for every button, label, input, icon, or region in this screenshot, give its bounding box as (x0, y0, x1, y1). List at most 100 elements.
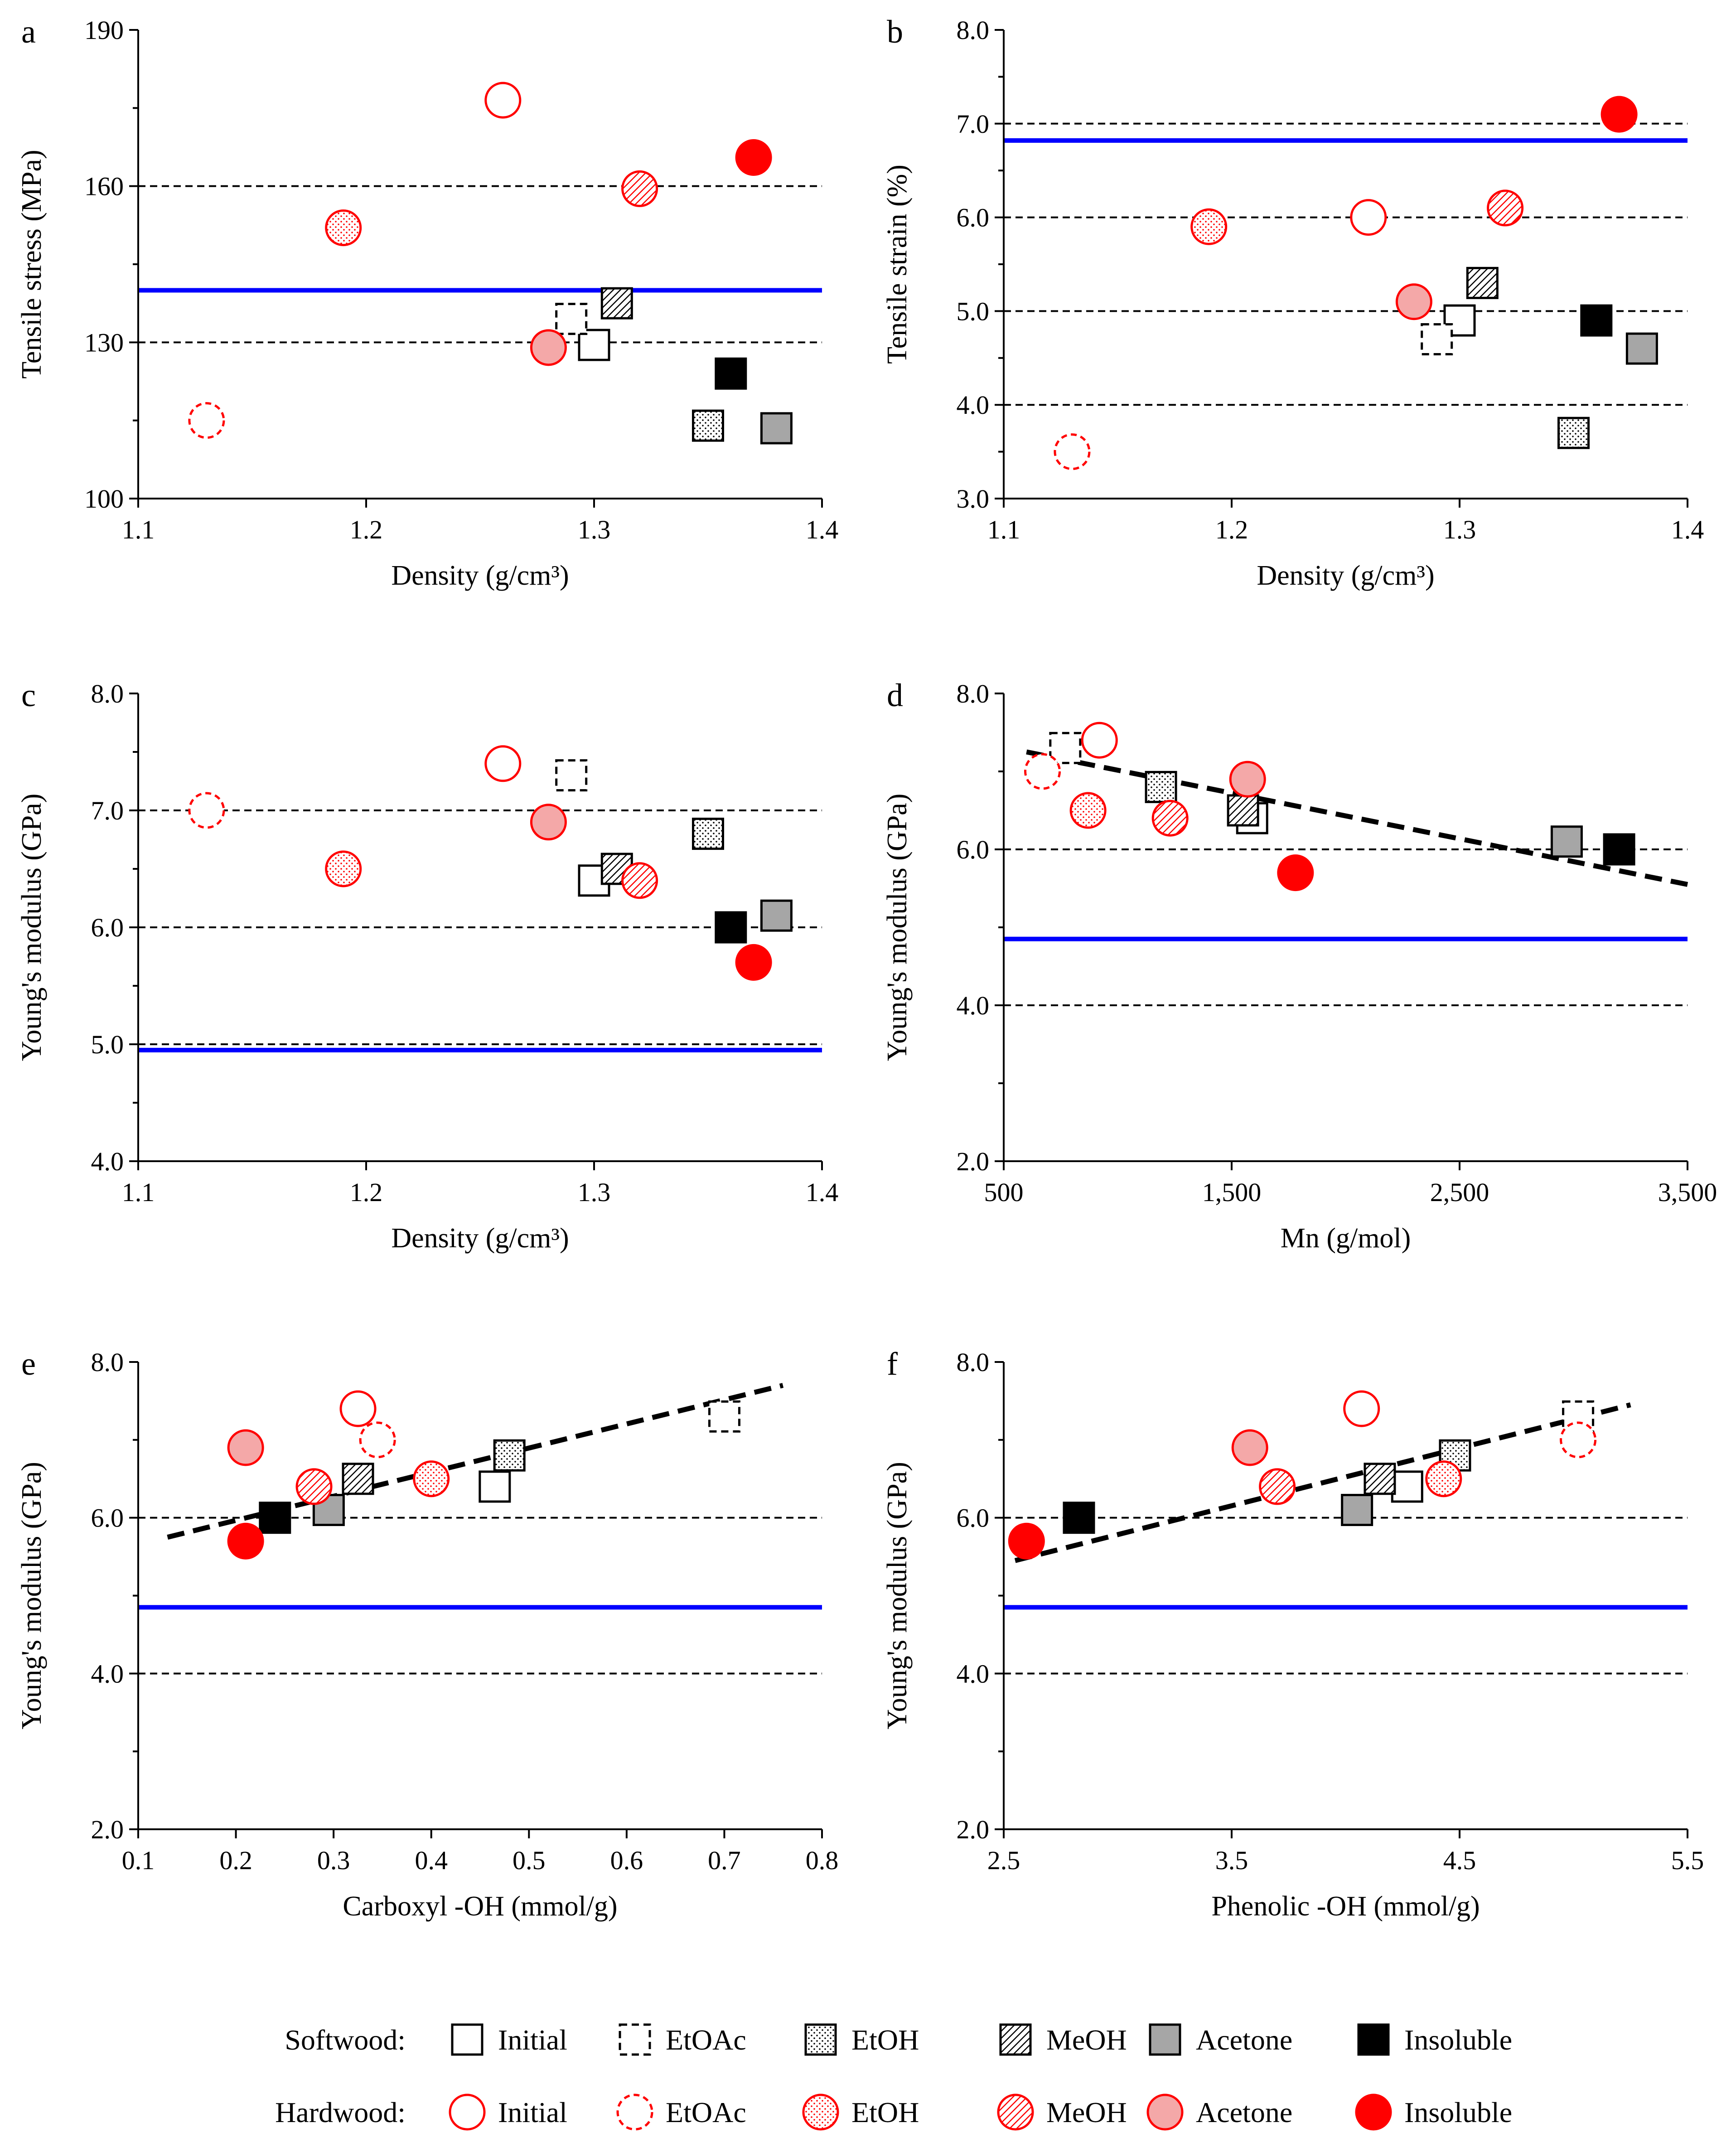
x-tick-label: 4.5 (1443, 1846, 1476, 1875)
x-tick-label: 1.1 (122, 1178, 155, 1207)
point-softwood-insoluble (1603, 833, 1635, 866)
y-tick-label: 4.0 (957, 390, 990, 420)
point-hardwood-etoac (188, 402, 225, 439)
y-tick-label: 8.0 (957, 15, 990, 45)
point-hardwood-meoh (1259, 1468, 1296, 1505)
trendline (1026, 749, 1688, 887)
point-hardwood-initial (484, 745, 522, 782)
point-softwood-etoh (692, 409, 724, 442)
point-hardwood-etoac (188, 792, 225, 829)
point-hardwood-etoh (1425, 1460, 1462, 1498)
y-tick-label: 5.0 (91, 1030, 124, 1059)
y-axis-label: Tensile stress (MPa) (16, 150, 47, 378)
legend-marker-softwood-etoac (619, 2023, 651, 2056)
y-tick-label: 6.0 (91, 913, 124, 942)
x-axis-label: Phenolic -OH (mmol/g) (1211, 1891, 1480, 1922)
x-axis-label: Carboxyl -OH (mmol/g) (343, 1891, 617, 1922)
y-tick-label: 8.0 (957, 679, 990, 708)
legend-marker-hardwood-initial (449, 2094, 486, 2131)
point-hardwood-etoh (325, 850, 362, 887)
x-tick-label: 1,500 (1202, 1178, 1262, 1207)
panel-letter-a: a (21, 14, 36, 50)
x-tick-label: 2.5 (987, 1846, 1020, 1875)
panel-letter-b: b (887, 14, 903, 50)
point-softwood-acetone (1550, 825, 1583, 858)
legend-marker-softwood-etoh (804, 2023, 837, 2056)
point-softwood-etoh (692, 818, 724, 850)
point-hardwood-meoh (1487, 189, 1524, 227)
legend-text-hardwood-etoh: EtOH (851, 2096, 919, 2128)
point-softwood-etoh (1557, 417, 1590, 449)
x-tick-label: 3.5 (1215, 1846, 1248, 1875)
y-tick-label: 6.0 (957, 835, 990, 864)
x-tick-label: 3,500 (1658, 1178, 1717, 1207)
y-tick-label: 4.0 (957, 1659, 990, 1688)
point-hardwood-meoh (621, 170, 658, 207)
point-hardwood-insoluble (735, 139, 772, 176)
panel-letter-d: d (887, 677, 903, 713)
point-hardwood-insoluble (1601, 96, 1638, 133)
legend-text-softwood-etoac: EtOAc (666, 2024, 746, 2056)
point-hardwood-acetone (1229, 761, 1266, 798)
y-axis-label: Young's modulus (GPa) (16, 794, 47, 1061)
point-hardwood-etoh (1190, 208, 1228, 245)
point-softwood-initial (479, 1470, 511, 1503)
x-tick-label: 1.2 (1215, 515, 1248, 544)
point-hardwood-initial (339, 1390, 377, 1427)
y-tick-label: 8.0 (91, 679, 124, 708)
legend-text-softwood-insoluble: Insoluble (1404, 2024, 1512, 2056)
legend-marker-hardwood-meoh (997, 2094, 1034, 2131)
x-tick-label: 1.4 (806, 1178, 839, 1207)
panel-letter-e: e (21, 1346, 36, 1382)
point-hardwood-meoh (621, 862, 658, 899)
legend-text-softwood-acetone: Acetone (1196, 2024, 1292, 2056)
point-hardwood-etoh (413, 1460, 450, 1498)
point-hardwood-insoluble (735, 944, 772, 981)
point-hardwood-etoac (1024, 753, 1061, 790)
x-axis-label: Density (g/cm³) (391, 1223, 569, 1254)
x-tick-label: 1.4 (806, 515, 839, 544)
point-hardwood-acetone (530, 804, 567, 841)
point-softwood-meoh (342, 1463, 374, 1495)
point-hardwood-etoac (1560, 1421, 1597, 1459)
y-tick-label: 4.0 (91, 1147, 124, 1176)
x-tick-label: 1.3 (1443, 515, 1476, 544)
panel-letter-f: f (887, 1346, 898, 1382)
point-hardwood-insoluble (1277, 854, 1314, 892)
legend-text-hardwood-meoh: MeOH (1046, 2096, 1127, 2128)
point-hardwood-meoh (295, 1468, 333, 1505)
chart-panel-f: 2.0 4.0 6.0 8.0 2.5 3.5 4.5 5.5 Phenolic -OH (mm… (882, 1346, 1704, 1922)
legend-marker-hardwood-acetone (1146, 2094, 1184, 2131)
point-softwood-etoac (1421, 323, 1453, 355)
y-tick-label: 6.0 (957, 203, 990, 233)
chart-panel-c: 4.0 5.0 6.0 7.0 8.0 1.1 1.2 1.3 1.4 Density (g/cm… (16, 677, 838, 1254)
chart-panel-e: 2.0 4.0 6.0 8.0 0.1 0.2 0.3 0.4 0.5 0.6 0.7 0.8 Carb… (16, 1346, 838, 1922)
point-softwood-etoac (708, 1400, 740, 1433)
point-hardwood-acetone (227, 1429, 264, 1466)
point-hardwood-insoluble (227, 1522, 264, 1560)
x-tick-label: 0.6 (610, 1846, 643, 1875)
point-hardwood-insoluble (1008, 1522, 1045, 1560)
legend: Softwood: Initial EtOAc EtOH MeOH Acetone Inso… (275, 2023, 1512, 2131)
point-hardwood-etoh (325, 209, 362, 247)
chart-panel-a: 100 130 160 190 1.1 1.2 1.3 1.4 Density (g/cm³) T… (16, 14, 838, 591)
point-softwood-meoh (1227, 794, 1259, 827)
legend-label-softwood: Softwood: (285, 2024, 406, 2056)
x-tick-label: 0.5 (513, 1846, 546, 1875)
y-tick-label: 6.0 (91, 1503, 124, 1533)
point-softwood-etoac (555, 759, 588, 792)
x-tick-label: 1.3 (578, 1178, 611, 1207)
point-softwood-etoac (555, 303, 588, 335)
point-softwood-etoac (1049, 732, 1082, 764)
legend-marker-hardwood-etoac (616, 2094, 653, 2131)
point-softwood-insoluble (1580, 304, 1613, 337)
y-axis-label: Young's modulus (GPa) (16, 1462, 47, 1730)
y-tick-label: 5.0 (957, 296, 990, 326)
legend-label-hardwood: Hardwood: (275, 2096, 406, 2128)
point-softwood-meoh (1364, 1463, 1396, 1495)
point-softwood-acetone (760, 899, 793, 932)
x-tick-label: 1.2 (350, 515, 383, 544)
point-hardwood-acetone (530, 329, 567, 366)
legend-marker-softwood-meoh (999, 2023, 1032, 2056)
y-tick-label: 100 (84, 484, 124, 514)
